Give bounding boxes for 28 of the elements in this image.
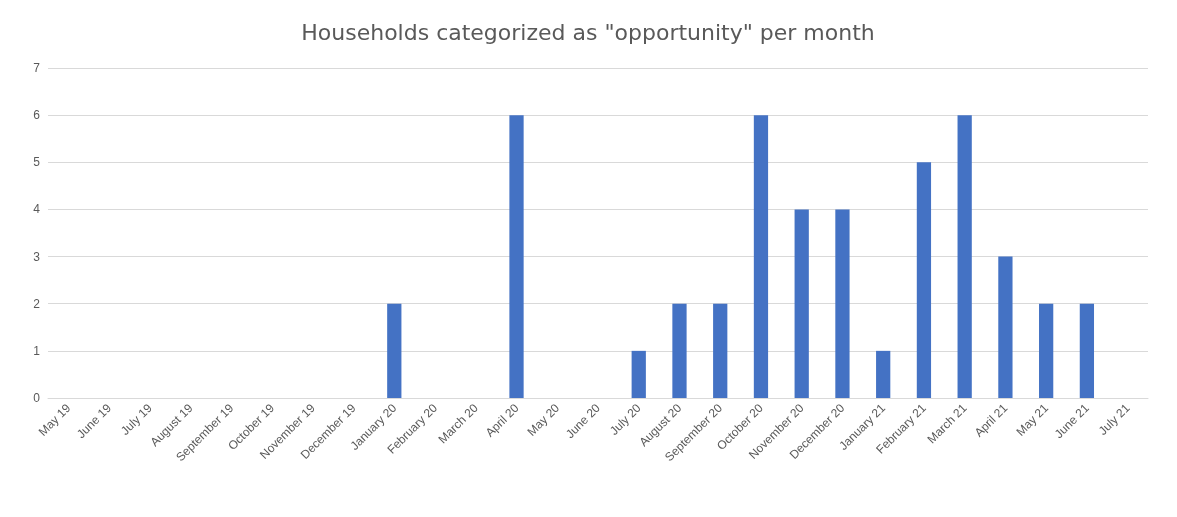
- y-tick-label: 3: [33, 249, 41, 264]
- bar: [876, 350, 891, 398]
- bar: [1039, 303, 1054, 398]
- bar: [672, 303, 687, 398]
- bar: [1079, 303, 1095, 398]
- bar: [794, 209, 809, 398]
- bar: [835, 209, 850, 398]
- bar: [509, 115, 524, 398]
- y-tick-label: 6: [33, 108, 41, 123]
- bar: [631, 350, 646, 398]
- x-tick-label: July 19: [118, 400, 156, 438]
- bar: [387, 303, 402, 398]
- bar: [998, 256, 1013, 398]
- y-tick-label: 1: [33, 343, 41, 358]
- bar: [916, 162, 932, 398]
- chart-title: Households categorized as "opportunity" per month: [301, 19, 875, 45]
- x-tick-label: July 20: [606, 400, 644, 438]
- y-tick-label: 4: [33, 202, 41, 217]
- y-tick-label: 0: [33, 391, 41, 405]
- x-tick-label: July 21: [1095, 400, 1133, 438]
- bar: [713, 303, 728, 398]
- y-tick-label: 5: [33, 155, 41, 170]
- bar: [957, 115, 972, 398]
- y-tick-label: 7: [33, 61, 41, 75]
- y-tick-label: 2: [33, 296, 41, 311]
- bar: [753, 115, 769, 398]
- x-tick-label: May 20: [524, 400, 563, 439]
- x-tick-label: May 21: [1013, 400, 1052, 439]
